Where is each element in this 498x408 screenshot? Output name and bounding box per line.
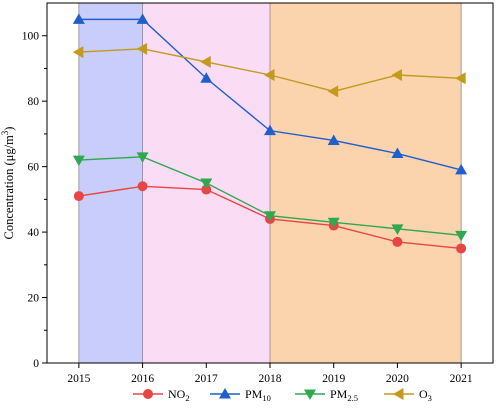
- data-point-no2: [392, 236, 403, 247]
- legend-label: O3: [419, 387, 432, 403]
- x-tick-label: 2019: [322, 373, 345, 385]
- band-separators: [78, 3, 462, 363]
- data-point-pm25: [136, 152, 149, 163]
- data-point-o3: [327, 85, 339, 98]
- data-point-pm10: [327, 134, 340, 145]
- data-point-pm25: [264, 211, 276, 222]
- x-tick-label: 2017: [195, 373, 218, 385]
- legend-item-pm25: PM2.5: [295, 387, 358, 403]
- data-point-pm25: [327, 217, 340, 229]
- legend-label: NO2: [168, 387, 190, 403]
- legend-item-o3: O3: [384, 387, 432, 403]
- x-tick-label: 2015: [67, 373, 90, 385]
- legend-marker: [219, 388, 231, 399]
- legend-label: PM10: [245, 387, 271, 403]
- y-axis: 0 20 40 60 80 100: [22, 31, 47, 370]
- x-tick-label: 2018: [259, 373, 282, 385]
- data-point-pm25: [455, 230, 468, 242]
- y-tick-label: 100: [22, 31, 40, 43]
- data-point-pm10: [391, 147, 404, 159]
- y-tick-label: 80: [28, 96, 40, 108]
- background-band-1: [78, 3, 143, 363]
- data-point-pm10: [455, 163, 468, 175]
- data-point-no2: [456, 243, 467, 254]
- data-point-pm25: [72, 155, 85, 167]
- x-tick-label: 2020: [386, 373, 409, 385]
- data-point-pm10: [264, 124, 276, 136]
- legend-label: PM2.5: [330, 387, 358, 403]
- legend: NO2 PM10 PM2.5 O3: [133, 387, 432, 403]
- data-point-o3: [455, 72, 466, 85]
- legend-marker: [393, 388, 404, 400]
- series-markers: [72, 13, 468, 254]
- data-point-no2: [201, 184, 212, 195]
- data-point-no2: [137, 181, 148, 192]
- legend-item-pm10: PM10: [210, 387, 271, 403]
- y-axis-title: Concentration (μg/m3): [0, 127, 16, 240]
- x-tick-label: 2021: [450, 373, 473, 385]
- data-point-o3: [136, 42, 148, 55]
- legend-item-no2: NO2: [133, 387, 190, 403]
- y-tick-label: 40: [28, 227, 40, 239]
- data-point-o3: [391, 69, 402, 81]
- data-point-o3: [264, 69, 275, 81]
- legend-marker: [143, 389, 153, 399]
- y-tick-label: 20: [28, 293, 40, 305]
- data-point-pm10: [200, 72, 213, 83]
- data-point-pm25: [200, 178, 213, 189]
- background-band-3: [270, 3, 462, 363]
- data-point-pm10: [72, 13, 85, 24]
- data-point-no2: [73, 191, 84, 202]
- y-tick-label: 60: [28, 162, 40, 174]
- legend-marker: [304, 389, 316, 400]
- x-tick-label: 2016: [131, 373, 154, 385]
- data-point-o3: [200, 55, 211, 68]
- y-tick-label: 0: [33, 358, 39, 370]
- data-point-pm10: [136, 13, 149, 24]
- data-point-o3: [72, 46, 84, 59]
- x-axis: 2015 2016 2017 2018 2019 2020 2021: [67, 363, 473, 385]
- data-point-pm25: [391, 224, 404, 235]
